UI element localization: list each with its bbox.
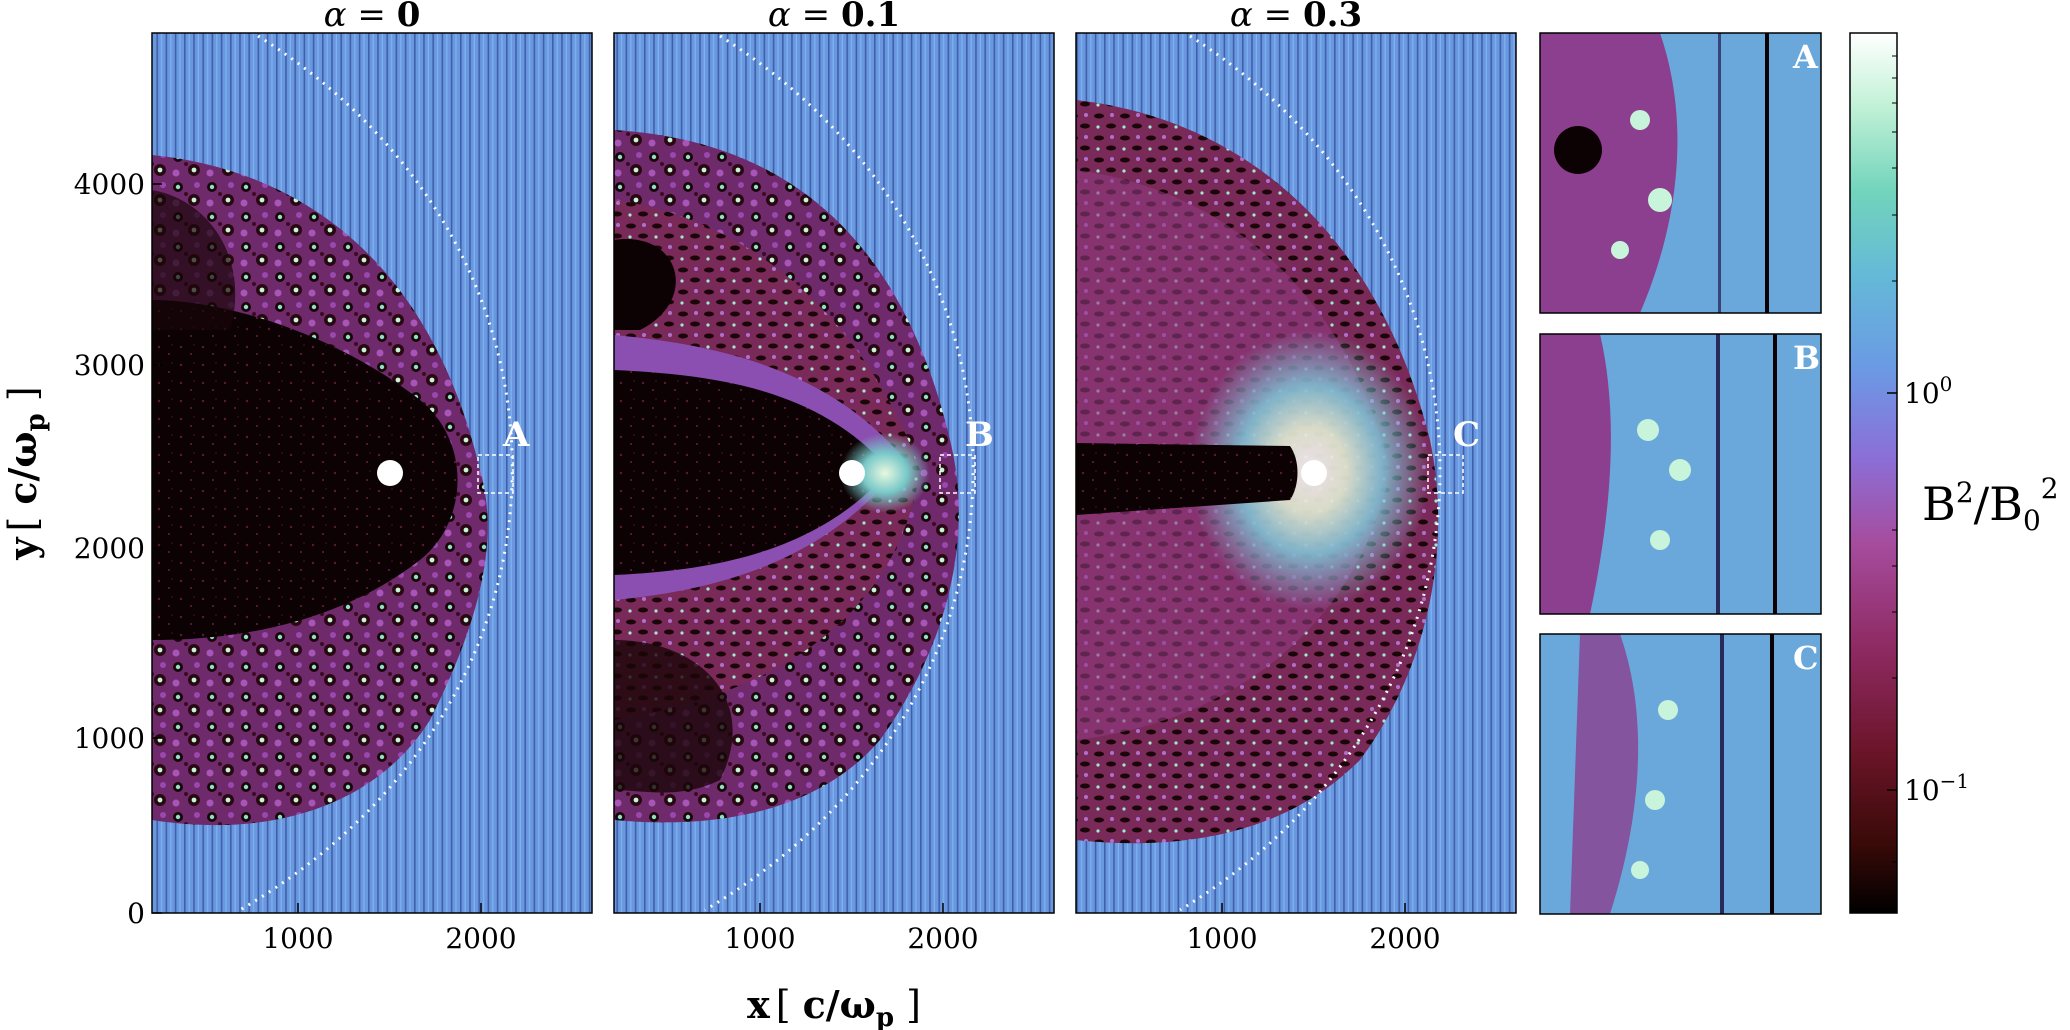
inset-c-frame <box>1539 633 1822 915</box>
colorbar-label: B2/B02 <box>1922 472 2059 537</box>
panel-alpha-0-frame <box>151 32 593 914</box>
panel-alpha-0.1 <box>614 33 1054 913</box>
zoom-box-b <box>939 454 976 494</box>
colorbar-ticks <box>1887 55 1897 863</box>
x-tick-2000-p1: 2000 <box>445 922 516 955</box>
y-tick-1000: 1000 <box>74 722 145 755</box>
colorbar-tick-1e-1: 10−1 <box>1904 769 1969 807</box>
x-axis-label: x[ c/ωp ] <box>747 982 921 1030</box>
zoom-box-a <box>477 454 514 494</box>
colorbar-tick-1e0: 100 <box>1904 372 1952 410</box>
obstacle-1 <box>377 460 403 486</box>
x-tick-1000-p3: 1000 <box>1186 922 1257 955</box>
y-tick-2000: 2000 <box>74 532 145 565</box>
y-axis: 0 1000 2000 3000 4000 <box>74 168 162 930</box>
zoom-label-a: A <box>502 415 530 455</box>
inset-b <box>1540 334 1821 614</box>
y-axis-label: y[ c/ωp ] <box>0 386 51 560</box>
x-tick-2000-p3: 2000 <box>1369 922 1440 955</box>
colorbar <box>1849 32 1898 914</box>
panel-alpha-0 <box>152 33 592 913</box>
shock-curve-2 <box>704 34 975 912</box>
inset-b-label: B <box>1793 339 1820 377</box>
zoom-label-c: C <box>1453 415 1480 455</box>
inset-b-frame <box>1539 333 1822 615</box>
shock-curve-1 <box>239 34 514 912</box>
panel-alpha-0.1-frame <box>613 32 1055 914</box>
inset-c <box>1540 634 1821 914</box>
title-alpha-0.1: α = 0.1 <box>768 0 900 35</box>
zoom-box-c <box>1427 454 1464 494</box>
obstacle-3 <box>1301 460 1327 486</box>
title-alpha-0.3: α = 0.3 <box>1230 0 1362 35</box>
zoom-label-b: B <box>965 415 994 455</box>
x-axis: 1000 2000 1000 2000 1000 2000 <box>262 903 1441 955</box>
inset-a-frame <box>1539 32 1822 314</box>
x-tick-1000-p1: 1000 <box>262 922 333 955</box>
panel-alpha-0.3 <box>1076 33 1516 913</box>
panel-alpha-0.3-frame <box>1075 32 1517 914</box>
inset-c-label: C <box>1793 639 1818 677</box>
x-tick-1000-p2: 1000 <box>724 922 795 955</box>
title-alpha-0: α = 0 <box>324 0 421 35</box>
y-tick-0: 0 <box>127 897 145 930</box>
inset-a-label: A <box>1792 38 1819 76</box>
y-tick-4000: 4000 <box>74 168 145 201</box>
y-tick-3000: 3000 <box>74 349 145 382</box>
obstacle-2 <box>839 460 865 486</box>
inset-a <box>1540 33 1821 313</box>
x-tick-2000-p2: 2000 <box>907 922 978 955</box>
